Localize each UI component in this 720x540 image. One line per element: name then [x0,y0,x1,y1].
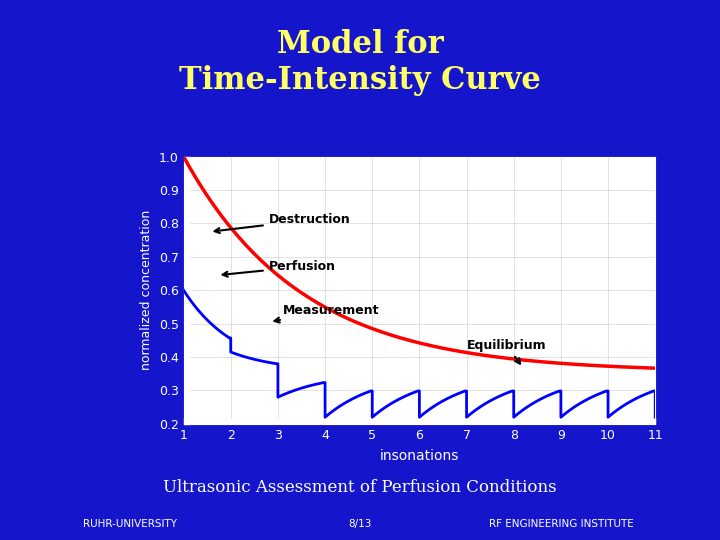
Text: Equilibrium: Equilibrium [467,339,546,363]
Y-axis label: normalized concentration: normalized concentration [140,210,153,370]
Text: RUHR-UNIVERSITY: RUHR-UNIVERSITY [83,519,176,529]
Text: 8/13: 8/13 [348,519,372,529]
Text: Model for
Time-Intensity Curve: Model for Time-Intensity Curve [179,29,541,96]
Text: Ultrasonic Assessment of Perfusion Conditions: Ultrasonic Assessment of Perfusion Condi… [163,479,557,496]
Text: Measurement: Measurement [274,303,379,322]
Text: Perfusion: Perfusion [222,260,336,276]
Text: RF ENGINEERING INSTITUTE: RF ENGINEERING INSTITUTE [489,519,634,529]
X-axis label: insonations: insonations [379,449,459,463]
Text: Destruction: Destruction [215,213,350,233]
